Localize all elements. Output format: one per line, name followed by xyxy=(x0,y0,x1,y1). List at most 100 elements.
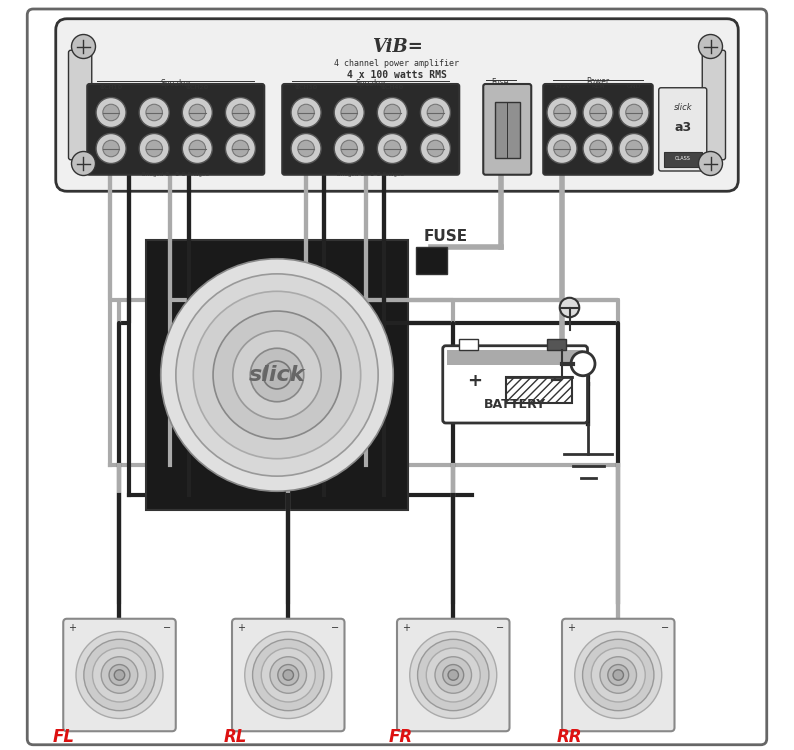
FancyBboxPatch shape xyxy=(87,84,264,175)
Circle shape xyxy=(560,298,580,317)
Circle shape xyxy=(384,140,400,157)
Circle shape xyxy=(183,98,212,128)
Circle shape xyxy=(583,98,613,128)
Circle shape xyxy=(146,104,163,121)
Text: slick: slick xyxy=(673,104,692,112)
Circle shape xyxy=(575,632,661,718)
FancyBboxPatch shape xyxy=(56,19,738,191)
Bar xyxy=(506,376,572,403)
FancyBboxPatch shape xyxy=(543,84,653,175)
Text: Speaker: Speaker xyxy=(355,79,387,88)
Circle shape xyxy=(102,140,119,157)
Circle shape xyxy=(435,657,472,693)
Circle shape xyxy=(421,134,450,164)
Circle shape xyxy=(426,648,480,702)
Circle shape xyxy=(619,98,649,128)
Circle shape xyxy=(298,140,314,157)
Text: Bridged ⊕   ⊕ ⊖ Bridged: Bridged ⊕ ⊕ ⊖ Bridged xyxy=(142,172,209,177)
Circle shape xyxy=(252,639,324,711)
Text: −: − xyxy=(331,622,340,633)
Circle shape xyxy=(427,140,444,157)
Text: ⊕CH1⊖: ⊕CH1⊖ xyxy=(99,85,123,90)
Circle shape xyxy=(102,104,119,121)
Circle shape xyxy=(84,639,155,711)
FancyBboxPatch shape xyxy=(232,619,345,731)
Text: Speaker: Speaker xyxy=(160,79,191,88)
Text: slick: slick xyxy=(249,365,305,385)
Circle shape xyxy=(590,140,607,157)
Text: RL: RL xyxy=(224,728,248,746)
Circle shape xyxy=(592,648,646,702)
Circle shape xyxy=(410,632,497,718)
Circle shape xyxy=(233,331,322,419)
Circle shape xyxy=(583,134,613,164)
Text: −: − xyxy=(661,622,669,633)
Text: REM: REM xyxy=(592,84,605,89)
Circle shape xyxy=(619,134,649,164)
Circle shape xyxy=(553,140,570,157)
Circle shape xyxy=(547,98,577,128)
Circle shape xyxy=(334,98,364,128)
Circle shape xyxy=(232,140,249,157)
Text: −: − xyxy=(549,372,564,390)
Circle shape xyxy=(334,134,364,164)
Circle shape xyxy=(571,352,595,376)
Circle shape xyxy=(139,98,169,128)
FancyBboxPatch shape xyxy=(282,84,459,175)
Circle shape xyxy=(291,134,321,164)
Circle shape xyxy=(341,104,357,121)
Circle shape xyxy=(139,134,169,164)
Circle shape xyxy=(270,657,306,693)
Circle shape xyxy=(418,639,489,711)
Circle shape xyxy=(189,140,206,157)
Circle shape xyxy=(377,98,407,128)
Circle shape xyxy=(377,134,407,164)
Circle shape xyxy=(146,140,163,157)
Circle shape xyxy=(189,104,206,121)
Circle shape xyxy=(298,104,314,121)
Text: +: + xyxy=(402,622,410,633)
Text: +12V: +12V xyxy=(553,84,571,89)
Text: ViB=: ViB= xyxy=(372,38,422,56)
Text: ⊕CH4⊖: ⊕CH4⊖ xyxy=(380,85,404,90)
Text: +: + xyxy=(467,372,482,390)
Circle shape xyxy=(553,104,570,121)
Text: −: − xyxy=(496,622,504,633)
Circle shape xyxy=(384,104,400,121)
FancyBboxPatch shape xyxy=(562,619,674,731)
Circle shape xyxy=(278,664,299,686)
Text: −: − xyxy=(163,622,171,633)
Text: BATTERY: BATTERY xyxy=(484,398,546,411)
Text: a3: a3 xyxy=(674,121,692,134)
FancyBboxPatch shape xyxy=(64,619,175,731)
FancyBboxPatch shape xyxy=(397,619,510,731)
Bar xyxy=(146,240,408,510)
Circle shape xyxy=(590,104,607,121)
Circle shape xyxy=(114,670,125,680)
Bar xyxy=(664,152,702,166)
FancyBboxPatch shape xyxy=(443,346,588,423)
Circle shape xyxy=(96,134,126,164)
Circle shape xyxy=(699,152,723,176)
Text: 4 channel power amplifier: 4 channel power amplifier xyxy=(334,58,460,68)
Circle shape xyxy=(261,648,315,702)
Circle shape xyxy=(225,134,256,164)
Circle shape xyxy=(225,98,256,128)
Circle shape xyxy=(76,632,163,718)
Circle shape xyxy=(263,361,291,389)
Text: CLASS: CLASS xyxy=(675,157,691,161)
Circle shape xyxy=(283,670,294,680)
Circle shape xyxy=(232,104,249,121)
Circle shape xyxy=(175,274,378,476)
Bar xyxy=(416,248,447,274)
Text: 4 x 100 watts RMS: 4 x 100 watts RMS xyxy=(347,70,447,80)
Circle shape xyxy=(160,259,393,491)
Circle shape xyxy=(600,657,637,693)
Circle shape xyxy=(291,98,321,128)
Circle shape xyxy=(626,104,642,121)
Bar xyxy=(495,102,520,158)
Circle shape xyxy=(443,664,464,686)
Circle shape xyxy=(213,311,341,439)
FancyBboxPatch shape xyxy=(659,88,707,171)
Circle shape xyxy=(341,140,357,157)
